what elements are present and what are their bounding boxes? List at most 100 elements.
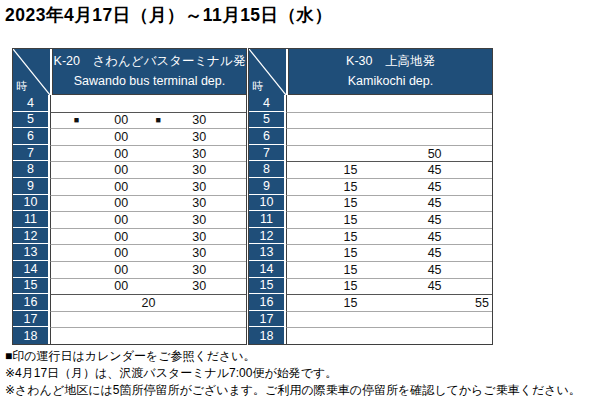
timetable-row-hour-7: 7 50 — [249, 145, 492, 162]
departure-minute: 45 — [428, 263, 442, 277]
hour-label: 18 — [13, 327, 50, 344]
hour-label: 7 — [249, 145, 286, 162]
timetable-row-hour-8: 81545 — [249, 161, 492, 178]
departure-minute: 30 — [192, 196, 206, 210]
departure-minute: 00 — [114, 213, 128, 227]
departure-minute: 30 — [192, 113, 206, 127]
minutes-cell: 0030 — [50, 128, 246, 145]
hour-label: 15 — [13, 278, 50, 295]
departure-minute: 45 — [428, 180, 442, 194]
departure-minute: 45 — [428, 213, 442, 227]
page-title: 2023年4月17日（月）～11月15日（水） — [5, 3, 333, 27]
route-header-sawando: K-20 さわんどバスターミナル発 Sawando bus terminal d… — [52, 49, 246, 95]
departure-minute: 15 — [344, 180, 358, 194]
hour-header-label: 時 — [16, 79, 27, 94]
minutes-cell: 1545 — [286, 195, 492, 212]
hour-column-header: 時 — [249, 49, 288, 95]
minutes-cell: 0030 — [50, 244, 246, 261]
departure-minute: 50 — [428, 147, 442, 161]
departure-minute: 15 — [344, 230, 358, 244]
hour-label: 11 — [249, 211, 286, 228]
hour-label: 14 — [13, 261, 50, 278]
departure-minute: 45 — [428, 246, 442, 260]
departure-minute: 00 — [114, 230, 128, 244]
minutes-cell — [50, 311, 246, 328]
minutes-cell — [286, 112, 492, 129]
minutes-cell: 50 — [286, 145, 492, 162]
departure-minute: 30 — [192, 213, 206, 227]
hour-label: 9 — [249, 178, 286, 195]
minutes-cell: 1545 — [286, 211, 492, 228]
table-body-sawando: 45■00■3060030700308003090030100030110030… — [13, 95, 246, 344]
minutes-cell: 1545 — [286, 178, 492, 195]
departure-minute: 15 — [344, 196, 358, 210]
departure-minute: 30 — [192, 130, 206, 144]
hour-label: 6 — [249, 128, 286, 145]
timetable-row-hour-16: 1620 — [13, 294, 246, 311]
table-header-sawando: 時 K-20 さわんどバスターミナル発 Sawando bus terminal… — [13, 49, 246, 95]
minutes-cell: 0030 — [50, 145, 246, 162]
minutes-cell: 0030 — [50, 178, 246, 195]
timetable-row-hour-17: 17 — [249, 311, 492, 328]
departure-minute: 30 — [192, 263, 206, 277]
minutes-cell: 20 — [50, 294, 246, 311]
departure-minute: 15 — [344, 246, 358, 260]
hour-header-label: 時 — [252, 79, 263, 94]
timetable-row-hour-14: 14 15 45 — [249, 261, 492, 278]
timetable-row-hour-5: 5 — [249, 112, 492, 129]
table-header-kamikochi: 時 K-30 上高地発 Kamikochi dep. — [249, 49, 492, 95]
hour-label: 11 — [13, 211, 50, 228]
minutes-cell: ■00■30 — [50, 112, 246, 129]
minutes-cell — [50, 95, 246, 112]
timetable-row-hour-4: 4 — [249, 95, 492, 112]
timetable-sawando: 時 K-20 さわんどバスターミナル発 Sawando bus terminal… — [12, 48, 247, 345]
departure-minute: 15 — [344, 296, 358, 310]
minutes-cell — [286, 95, 492, 112]
minutes-cell — [286, 128, 492, 145]
departure-minute: 30 — [192, 279, 206, 293]
hour-label: 7 — [13, 145, 50, 162]
timetable-row-hour-6: 60030 — [13, 128, 246, 145]
hour-label: 10 — [249, 195, 286, 212]
minutes-cell: 1545 — [286, 228, 492, 245]
timetable-row-hour-6: 6 — [249, 128, 492, 145]
route-title-ja: K-30 上高地発 — [289, 55, 492, 68]
minutes-cell: 00 30 — [50, 261, 246, 278]
hour-label: 16 — [249, 294, 286, 311]
hour-label: 5 — [249, 112, 286, 129]
minutes-cell: 1555 — [286, 294, 492, 311]
minutes-cell: 1545 — [286, 278, 492, 295]
timetable-row-hour-9: 90030 — [13, 178, 246, 195]
timetable-row-hour-14: 14 00 30 — [13, 261, 246, 278]
hour-label: 12 — [13, 228, 50, 245]
timetable-row-hour-18: 18 — [249, 327, 492, 344]
minutes-cell: 00 30 — [50, 228, 246, 245]
hour-label: 10 — [13, 195, 50, 212]
hour-label: 14 — [249, 261, 286, 278]
minutes-cell: 00 30 — [50, 211, 246, 228]
route-title-ja: K-20 さわんどバスターミナル発 — [53, 55, 246, 68]
timetable-row-hour-12: 121545 — [249, 228, 492, 245]
departure-minute: 45 — [428, 279, 442, 293]
route-header-kamikochi: K-30 上高地発 Kamikochi dep. — [288, 49, 492, 95]
timetable-page: { "title": "2023年4月17日（月）～11月15日（水）", "c… — [0, 0, 600, 401]
departure-minute: 30 — [192, 246, 206, 260]
hour-label: 9 — [13, 178, 50, 195]
hour-label: 12 — [249, 228, 286, 245]
hour-label: 16 — [13, 294, 50, 311]
departure-minute: 15 — [344, 279, 358, 293]
departure-minute: 30 — [192, 230, 206, 244]
departure-minute: 30 — [192, 147, 206, 161]
timetable-row-hour-10: 101545 — [249, 195, 492, 212]
hour-label: 4 — [249, 95, 286, 112]
note-line: ※さわんど地区には5箇所停留所がございます。ご利用の際乗車の停留所を確認してから… — [5, 382, 597, 399]
departure-minute: 15 — [344, 263, 358, 277]
departure-minute: 00 — [114, 163, 128, 177]
minutes-cell: 0030 — [50, 161, 246, 178]
departure-minute: 00 — [114, 263, 128, 277]
timetable-row-hour-15: 151545 — [249, 278, 492, 295]
minutes-cell — [286, 311, 492, 328]
timetable-row-hour-8: 80030 — [13, 161, 246, 178]
hour-label: 17 — [13, 311, 50, 328]
minutes-cell — [50, 327, 246, 344]
